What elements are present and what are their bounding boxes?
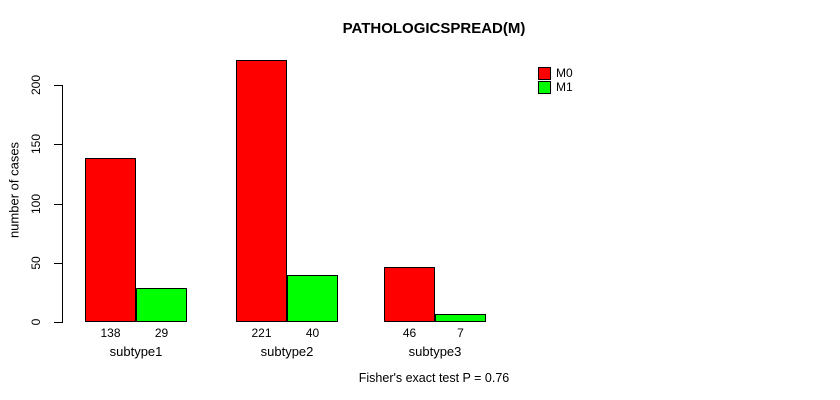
bar-m1-subtype1 xyxy=(136,288,187,322)
y-axis-line xyxy=(62,85,63,323)
legend: M0 M1 xyxy=(538,66,573,94)
y-tick-mark xyxy=(54,263,62,264)
bar-value-m1-subtype3: 7 xyxy=(457,326,464,340)
chart-title: PATHOLOGICSPREAD(M) xyxy=(342,20,526,37)
legend-item-m1: M1 xyxy=(538,80,573,94)
category-label-subtype2: subtype2 xyxy=(260,344,314,359)
bar-m0-subtype1 xyxy=(85,158,136,322)
legend-swatch-m0 xyxy=(538,66,551,80)
bar-value-m0-subtype2: 221 xyxy=(251,326,272,340)
bar-m0-subtype2 xyxy=(236,60,287,322)
y-tick-mark xyxy=(54,85,62,86)
bar-value-m1-subtype1: 29 xyxy=(154,326,169,340)
y-tick-label: 0 xyxy=(29,318,43,326)
y-tick-mark xyxy=(54,144,62,145)
category-label-subtype1: subtype1 xyxy=(109,344,163,359)
y-tick-label: 150 xyxy=(29,133,43,155)
legend-item-m0: M0 xyxy=(538,66,573,80)
bar-value-m1-subtype2: 40 xyxy=(305,326,320,340)
bar-m1-subtype3 xyxy=(435,314,486,322)
legend-label-m1: M1 xyxy=(556,79,573,94)
category-label-subtype3: subtype3 xyxy=(408,344,462,359)
bar-value-m0-subtype3: 46 xyxy=(402,326,417,340)
y-tick-mark xyxy=(54,204,62,205)
fisher-test-annotation: Fisher's exact test P = 0.76 xyxy=(358,371,510,385)
bar-m0-subtype3 xyxy=(384,267,435,322)
y-tick-label: 100 xyxy=(29,193,43,215)
y-tick-mark xyxy=(54,322,62,323)
bar-value-m0-subtype1: 138 xyxy=(100,326,121,340)
y-tick-label: 200 xyxy=(29,74,43,96)
bar-m1-subtype2 xyxy=(287,275,338,322)
y-tick-label: 50 xyxy=(29,256,43,270)
legend-label-m0: M0 xyxy=(556,65,573,80)
legend-swatch-m1 xyxy=(538,80,551,94)
y-axis-label: number of cases xyxy=(6,141,22,239)
